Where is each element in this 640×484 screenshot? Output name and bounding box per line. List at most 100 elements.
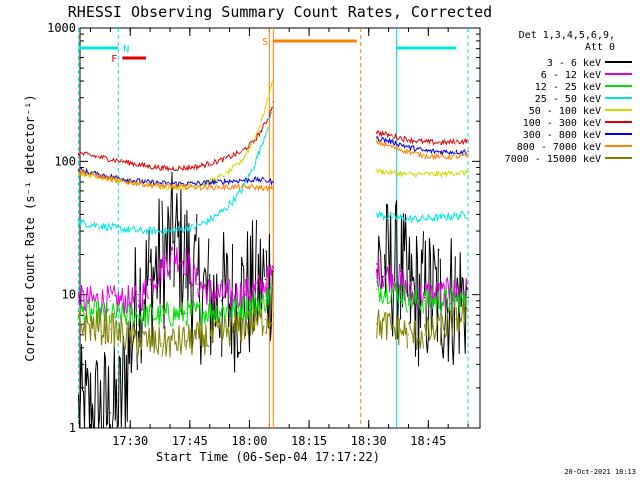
x-tick-label: 18:30	[351, 434, 387, 448]
series-point	[399, 328, 402, 330]
series-point	[137, 340, 139, 342]
series-point	[225, 157, 227, 160]
series-point	[376, 141, 378, 143]
x-tick-label: 18:45	[410, 434, 446, 448]
series-point	[439, 328, 441, 330]
series-point	[145, 165, 147, 167]
series-point	[467, 151, 469, 153]
series-point	[423, 300, 425, 302]
series-point	[376, 213, 378, 215]
series-point	[185, 313, 187, 315]
series-point	[272, 107, 274, 109]
series-point	[264, 300, 266, 302]
chart-title: RHESSI Observing Summary Count Rates, Co…	[68, 3, 492, 21]
series-point	[384, 266, 386, 269]
series-point	[399, 291, 402, 293]
series-point	[209, 291, 211, 293]
series-point	[268, 120, 270, 122]
series-point	[455, 151, 457, 153]
series-point	[169, 183, 171, 185]
legend-entry-label: 50 - 100 keV	[529, 106, 601, 117]
series-point	[109, 300, 111, 302]
series-point	[439, 142, 441, 144]
series-point	[423, 150, 425, 152]
series-point	[225, 208, 227, 210]
series-point	[137, 314, 139, 316]
series-line-2	[78, 278, 468, 328]
series-point	[161, 266, 163, 269]
series-point	[423, 297, 425, 299]
plot-area: 1 10 100 1000 17:30 17:45 18:00 18:15 18:30 18:45…	[23, 21, 481, 464]
series-point	[439, 156, 441, 158]
series-point	[467, 300, 469, 302]
series-point	[272, 73, 274, 75]
series-point	[376, 131, 378, 133]
series-point	[391, 141, 394, 143]
series-point	[423, 173, 425, 175]
series-point	[455, 172, 457, 174]
series-point	[193, 226, 195, 228]
series-point	[193, 185, 195, 187]
legend-entry-label: 7000 - 15000 keV	[505, 154, 601, 165]
series-point	[407, 139, 410, 141]
series-point	[260, 130, 262, 132]
series-point	[272, 314, 274, 316]
series-point	[225, 173, 227, 175]
series-point	[272, 270, 274, 272]
series-point	[77, 300, 80, 302]
series-point	[193, 186, 195, 188]
series-point	[391, 146, 394, 148]
series-point	[467, 172, 469, 174]
series-point	[161, 342, 163, 345]
legend-entry-label: 100 - 300 keV	[523, 118, 601, 129]
y-tick-label: 1	[69, 421, 76, 435]
series-point	[77, 323, 80, 325]
series-point	[455, 141, 457, 143]
plot-frame	[79, 27, 481, 429]
series-point	[256, 178, 259, 181]
series-point	[455, 215, 457, 217]
series-point	[240, 160, 243, 162]
series-point	[77, 310, 80, 312]
series-point	[439, 173, 441, 175]
series-point	[145, 183, 147, 186]
y-tick-label: 10	[62, 288, 76, 302]
series-point	[455, 156, 457, 158]
series-point	[197, 288, 199, 290]
series-point	[399, 278, 402, 281]
series-point	[439, 294, 441, 296]
series-point	[376, 170, 378, 172]
series-point	[439, 216, 441, 218]
series-point	[121, 228, 123, 230]
series-point	[256, 288, 259, 290]
legend-entry-label: 12 - 25 keV	[535, 82, 601, 93]
series-point	[232, 294, 235, 296]
series-point	[407, 173, 410, 175]
series-point	[467, 213, 469, 215]
series-point	[149, 278, 151, 281]
series-point	[121, 160, 123, 162]
legend-entry-label: 300 - 800 keV	[523, 130, 601, 141]
series-point	[217, 181, 219, 183]
x-tick-label: 18:15	[291, 434, 327, 448]
footer-timestamp: 20-Oct-2021 18:13	[564, 468, 636, 476]
state-label-S: S	[262, 37, 268, 48]
y-axis-label: Corrected Count Rate (s⁻¹ detector⁻¹)	[23, 94, 37, 361]
series-point	[121, 180, 123, 182]
series-point	[145, 181, 147, 183]
x-tick-label: 17:45	[172, 434, 208, 448]
series-point	[169, 186, 171, 188]
series-point	[256, 186, 259, 188]
legend-entry-label: 800 - 7000 keV	[517, 142, 601, 153]
series-point	[467, 310, 469, 312]
x-tick-label: 18:00	[231, 434, 267, 448]
series-point	[260, 120, 262, 122]
series-point	[209, 336, 211, 338]
series-point	[467, 291, 469, 293]
series-point	[272, 101, 274, 103]
series-point	[232, 308, 235, 310]
series-point	[185, 260, 187, 262]
series-point	[117, 416, 119, 419]
series-point	[169, 185, 171, 187]
